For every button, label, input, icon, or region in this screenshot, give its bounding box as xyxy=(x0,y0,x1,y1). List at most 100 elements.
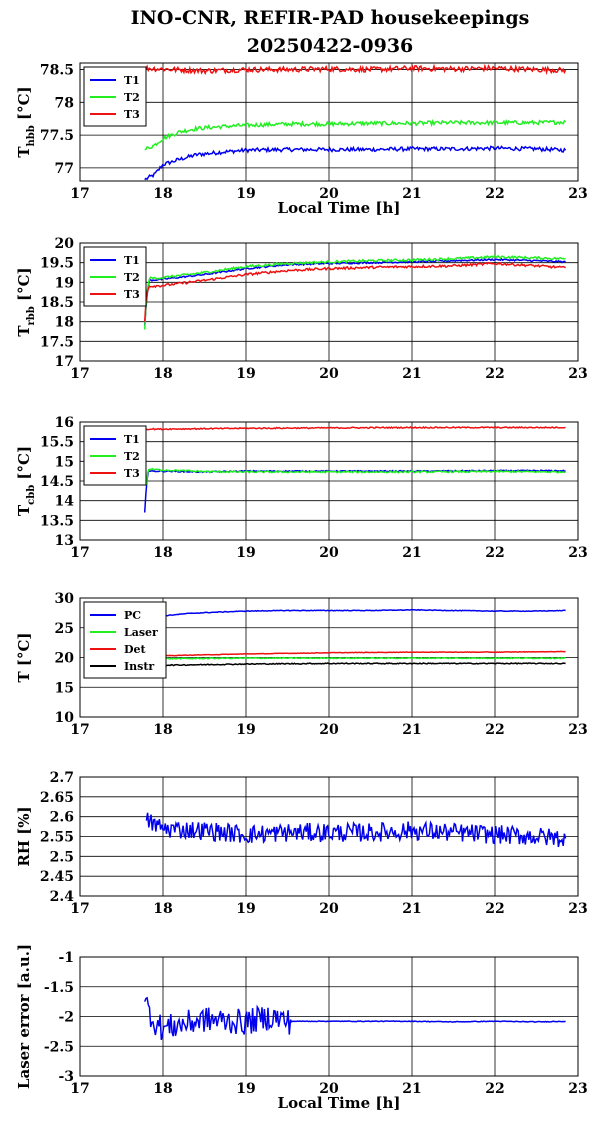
y-tick-label: 2.5 xyxy=(50,849,74,865)
y-tick-label: 2.7 xyxy=(50,770,74,786)
plot-frame xyxy=(79,62,579,182)
y-axis-label-unit: [°C] xyxy=(15,267,33,306)
plot-frame xyxy=(79,597,579,718)
y-tick-label: 17.5 xyxy=(40,334,74,350)
series-line-t2 xyxy=(144,118,567,151)
x-tick-label: 22 xyxy=(485,901,504,917)
series-line-1 xyxy=(145,812,567,848)
legend-label: Laser xyxy=(124,626,158,639)
series-line-t1 xyxy=(143,257,566,326)
series-line-pc xyxy=(146,608,566,621)
panel-3: 17 18 19 20 21 22 23 13 13.5 14 14.5 15 15.5 16 Tcbb [… xyxy=(15,415,588,561)
y-axis-label-main: Laser error [a.u.] xyxy=(15,944,33,1089)
y-tick-label: 2.6 xyxy=(50,810,74,826)
y-tick-label: 14 xyxy=(55,494,75,510)
y-tick-label: 13 xyxy=(55,533,74,549)
y-tick-label: 15 xyxy=(55,454,74,470)
y-tick-label: 16 xyxy=(55,415,74,431)
x-tick-label: 18 xyxy=(153,366,172,382)
y-tick-label: -2.5 xyxy=(44,1039,74,1055)
x-tick-label: 21 xyxy=(402,545,421,561)
x-tick-label: 22 xyxy=(485,722,504,738)
panel-5: 17 18 19 20 21 22 23 2.4 2.45 2.5 2.55 2.6 2.65 2.7 RH… xyxy=(15,770,588,917)
legend-label: T2 xyxy=(124,450,140,463)
x-tick-label: 18 xyxy=(153,722,172,738)
x-tick-label: 22 xyxy=(485,545,504,561)
legend-label: PC xyxy=(124,609,141,622)
series-line-t3 xyxy=(143,261,567,322)
y-axis-label: Trbb [°C] xyxy=(15,267,37,336)
x-tick-label: 19 xyxy=(236,901,255,917)
legend: T1 T2 T3 xyxy=(83,425,147,486)
plot-frame xyxy=(79,421,579,541)
y-axis-label: T [°C] xyxy=(15,632,33,682)
x-tick-label: 20 xyxy=(319,722,339,738)
y-axis-label-sub: rbb xyxy=(26,306,37,325)
panel-2: 17 18 19 20 21 22 23 17 17.5 18 18.5 19 19.5 20 Trbb [… xyxy=(15,236,588,382)
legend-label: T3 xyxy=(124,108,140,121)
x-tick-label: 18 xyxy=(153,545,172,561)
x-tick-label: 20 xyxy=(319,901,339,917)
legend-label: T1 xyxy=(124,433,140,446)
y-tick-label: 15.5 xyxy=(40,435,74,451)
y-tick-label: 17 xyxy=(55,354,74,370)
x-tick-label: 20 xyxy=(319,545,339,561)
y-axis-label: RH [%] xyxy=(15,806,33,866)
x-tick-label: 22 xyxy=(485,366,504,382)
y-tick-label: 20 xyxy=(55,651,75,667)
legend-label: T2 xyxy=(124,91,140,104)
x-tick-label: 17 xyxy=(70,901,89,917)
x-tick-label: 22 xyxy=(485,186,504,202)
y-tick-label: 25 xyxy=(55,621,74,637)
plot-frame xyxy=(79,242,579,362)
plot-frame xyxy=(79,956,579,1077)
y-axis-label-unit: [°C] xyxy=(15,446,33,485)
y-axis-label-main: T [°C] xyxy=(15,632,33,682)
x-tick-label: 20 xyxy=(319,1081,339,1097)
y-tick-label: 30 xyxy=(55,591,75,607)
x-tick-label: 21 xyxy=(402,366,421,382)
x-tick-label: 17 xyxy=(70,366,89,382)
x-tick-label: 23 xyxy=(568,186,587,202)
x-tick-label: 23 xyxy=(568,722,587,738)
series-line-t2 xyxy=(143,254,566,330)
y-tick-label: 20 xyxy=(55,236,75,252)
y-tick-label: 2.45 xyxy=(40,869,74,885)
panel-4: 17 18 19 20 21 22 23 10 15 20 25 30 T [°C] PC Laser Det… xyxy=(15,591,588,738)
legend-label: T3 xyxy=(124,288,140,301)
figure-subtitle: 20250422-0936 xyxy=(247,35,414,57)
figure-title: INO-CNR, REFIR-PAD housekeepings xyxy=(131,7,530,29)
series-line-t1 xyxy=(143,469,566,513)
y-tick-label: 13.5 xyxy=(40,513,74,529)
series-line-t3 xyxy=(144,63,567,76)
y-axis-label-main: T xyxy=(15,146,33,158)
x-tick-label: 19 xyxy=(236,366,255,382)
y-tick-label: 19.5 xyxy=(40,256,74,272)
y-tick-label: 18 xyxy=(55,315,74,331)
y-axis-label-unit: [°C] xyxy=(15,86,33,125)
x-tick-label: 18 xyxy=(153,1081,172,1097)
x-tick-label: 17 xyxy=(70,1081,89,1097)
x-tick-label: 18 xyxy=(153,186,172,202)
x-tick-label: 21 xyxy=(402,901,421,917)
y-tick-label: -2 xyxy=(58,1010,74,1026)
panel-6: 17 18 19 20 21 22 23 -3 -2.5 -2 -1.5 -1 Local Time [… xyxy=(15,944,588,1112)
series-line-t2 xyxy=(145,467,566,485)
x-tick-label: 19 xyxy=(236,1081,255,1097)
y-tick-label: -1 xyxy=(58,950,74,966)
x-axis-label: Local Time [h] xyxy=(278,199,401,217)
x-axis-label: Local Time [h] xyxy=(278,1094,401,1112)
panels-group: 17 18 19 20 21 22 23 77 77.5 78 78.5 Local Time [h]… xyxy=(15,62,588,1112)
y-tick-label: -3 xyxy=(58,1069,74,1085)
legend: T1 T2 T3 xyxy=(83,246,147,307)
x-tick-label: 17 xyxy=(70,186,89,202)
x-tick-label: 20 xyxy=(319,366,339,382)
legend-label: Det xyxy=(124,643,147,656)
x-tick-label: 21 xyxy=(402,186,421,202)
series-line-det xyxy=(146,650,566,658)
y-tick-label: 77.5 xyxy=(40,128,74,144)
y-tick-label: -1.5 xyxy=(44,980,74,996)
y-tick-label: 78 xyxy=(55,95,74,111)
x-tick-label: 19 xyxy=(236,186,255,202)
